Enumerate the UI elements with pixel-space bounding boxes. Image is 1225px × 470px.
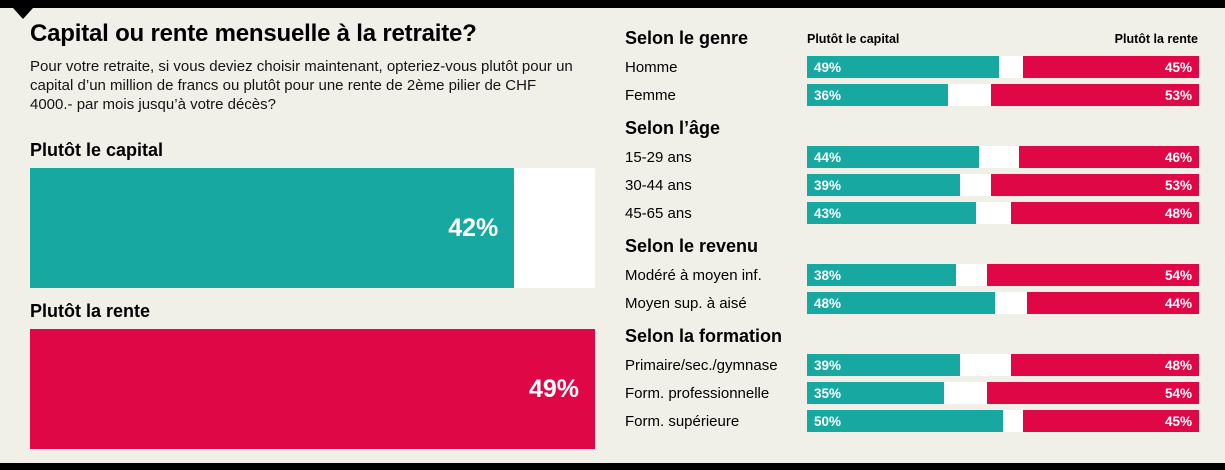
row-label: Femme <box>625 86 676 104</box>
capital-bar-segment: 39% <box>807 174 960 196</box>
capital-value: 35% <box>814 385 842 401</box>
row-label: 15-29 ans <box>625 148 692 166</box>
top-border-bar <box>0 0 1225 8</box>
capital-value: 38% <box>814 267 842 283</box>
demographic-row: Moyen sup. à aisé 48% 44% <box>625 292 1199 314</box>
bottom-border-bar <box>0 463 1225 470</box>
rente-value: 45% <box>1164 413 1192 429</box>
legend-capital-label: Plutôt le capital <box>807 32 900 46</box>
capital-bar-segment: 49% <box>807 56 1000 78</box>
rente-value: 54% <box>1164 385 1192 401</box>
bar-track: 36% 53% <box>807 84 1199 106</box>
section-title: Selon le revenu <box>625 236 759 256</box>
capital-bar-segment: 39% <box>807 354 960 376</box>
capital-value: 44% <box>814 149 842 165</box>
overall-capital-label: Plutôt le capital <box>30 140 164 160</box>
rente-bar-segment: 45% <box>1022 410 1199 432</box>
capital-value: 43% <box>814 205 842 221</box>
rente-bar-segment: 46% <box>1018 146 1199 168</box>
overall-rente-label: Plutôt la rente <box>30 301 151 321</box>
rente-bar-segment: 53% <box>991 84 1199 106</box>
demographics-panel: Plutôt le capital Plutôt la rente Selon … <box>625 28 1199 438</box>
demographic-row: Form. professionnelle 35% 54% <box>625 382 1199 404</box>
capital-value: 36% <box>814 87 842 103</box>
demographic-section: Selon l’âge 15-29 ans 44% 46% 30-44 ans 39% 53… <box>625 118 1199 224</box>
capital-value: 48% <box>814 295 842 311</box>
demographic-row: 45-65 ans 43% 48% <box>625 202 1199 224</box>
capital-value: 50% <box>814 413 842 429</box>
row-label: 30-44 ans <box>625 176 692 194</box>
rente-bar-segment: 48% <box>1010 202 1199 224</box>
demographic-row: 15-29 ans 44% 46% <box>625 146 1199 168</box>
demographic-section: Selon le revenu Modéré à moyen inf. 38% 54%… <box>625 236 1199 314</box>
rente-value: 44% <box>1164 295 1192 311</box>
bar-track: 39% 53% <box>807 174 1199 196</box>
row-label: Moyen sup. à aisé <box>625 294 747 312</box>
capital-bar-segment: 35% <box>807 382 945 404</box>
demographic-row: Form. supérieure 50% 45% <box>625 410 1199 432</box>
rente-value: 45% <box>1164 59 1192 75</box>
overall-rente-value: 49% <box>528 374 579 403</box>
rente-bar-segment: 44% <box>1026 292 1199 314</box>
bar-track: 50% 45% <box>807 410 1199 432</box>
overall-capital-track: 42% <box>30 168 595 288</box>
rente-value: 46% <box>1164 149 1192 165</box>
rente-bar-segment: 48% <box>1010 354 1199 376</box>
demographic-row: Modéré à moyen inf. 38% 54% <box>625 264 1199 286</box>
rente-bar-segment: 53% <box>991 174 1199 196</box>
demographic-section: Selon le genre Homme 49% 45% Femme 36% 53% <box>625 28 1199 106</box>
bar-track: 35% 54% <box>807 382 1199 404</box>
section-title: Selon le genre <box>625 28 749 48</box>
capital-bar-segment: 38% <box>807 264 956 286</box>
bar-track: 39% 48% <box>807 354 1199 376</box>
demographic-section: Selon la formation Primaire/sec./gymnase 3… <box>625 326 1199 432</box>
rente-value: 54% <box>1164 267 1192 283</box>
bar-track: 49% 45% <box>807 56 1199 78</box>
bar-track: 38% 54% <box>807 264 1199 286</box>
rente-value: 53% <box>1164 87 1192 103</box>
row-label: Form. professionnelle <box>625 384 770 402</box>
overall-capital-value: 42% <box>448 213 499 242</box>
capital-value: 39% <box>814 357 842 373</box>
page-title: Capital ou rente mensuelle à la retraite… <box>30 20 477 47</box>
down-triangle-icon <box>13 8 33 19</box>
bar-track: 44% 46% <box>807 146 1199 168</box>
row-label: 45-65 ans <box>625 204 692 222</box>
capital-bar-segment: 48% <box>807 292 996 314</box>
row-label: Modéré à moyen inf. <box>625 266 762 284</box>
rente-bar-segment: 45% <box>1022 56 1199 78</box>
bar-track: 48% 44% <box>807 292 1199 314</box>
rente-value: 48% <box>1164 357 1192 373</box>
capital-bar-segment: 43% <box>807 202 976 224</box>
capital-bar-segment: 50% <box>807 410 1003 432</box>
section-title: Selon l’âge <box>625 118 721 138</box>
legend-rente-label: Plutôt la rente <box>1114 32 1198 46</box>
capital-bar-segment: 36% <box>807 84 949 106</box>
rente-bar-segment: 54% <box>987 382 1199 404</box>
overall-rente-bar: 49% <box>30 329 595 449</box>
row-label: Primaire/sec./gymnase <box>625 356 778 374</box>
demographic-row: 30-44 ans 39% 53% <box>625 174 1199 196</box>
rente-bar-segment: 54% <box>987 264 1199 286</box>
bar-track: 43% 48% <box>807 202 1199 224</box>
row-label: Homme <box>625 58 678 76</box>
capital-value: 39% <box>814 177 842 193</box>
capital-bar-segment: 44% <box>807 146 980 168</box>
demographic-sections: Selon le genre Homme 49% 45% Femme 36% 53% Selo… <box>625 28 1199 432</box>
section-title: Selon la formation <box>625 326 783 346</box>
demographic-row: Primaire/sec./gymnase 39% 48% <box>625 354 1199 376</box>
overall-panel: Capital ou rente mensuelle à la retraite… <box>30 20 595 449</box>
row-label: Form. supérieure <box>625 412 740 430</box>
intro-text: Pour votre retraite, si vous deviez choi… <box>30 58 573 113</box>
demographic-row: Femme 36% 53% <box>625 84 1199 106</box>
overall-rente-track: 49% <box>30 329 595 449</box>
rente-value: 48% <box>1164 205 1192 221</box>
rente-value: 53% <box>1164 177 1192 193</box>
demographic-row: Homme 49% 45% <box>625 56 1199 78</box>
capital-value: 49% <box>814 59 842 75</box>
overall-capital-bar: 42% <box>30 168 515 288</box>
